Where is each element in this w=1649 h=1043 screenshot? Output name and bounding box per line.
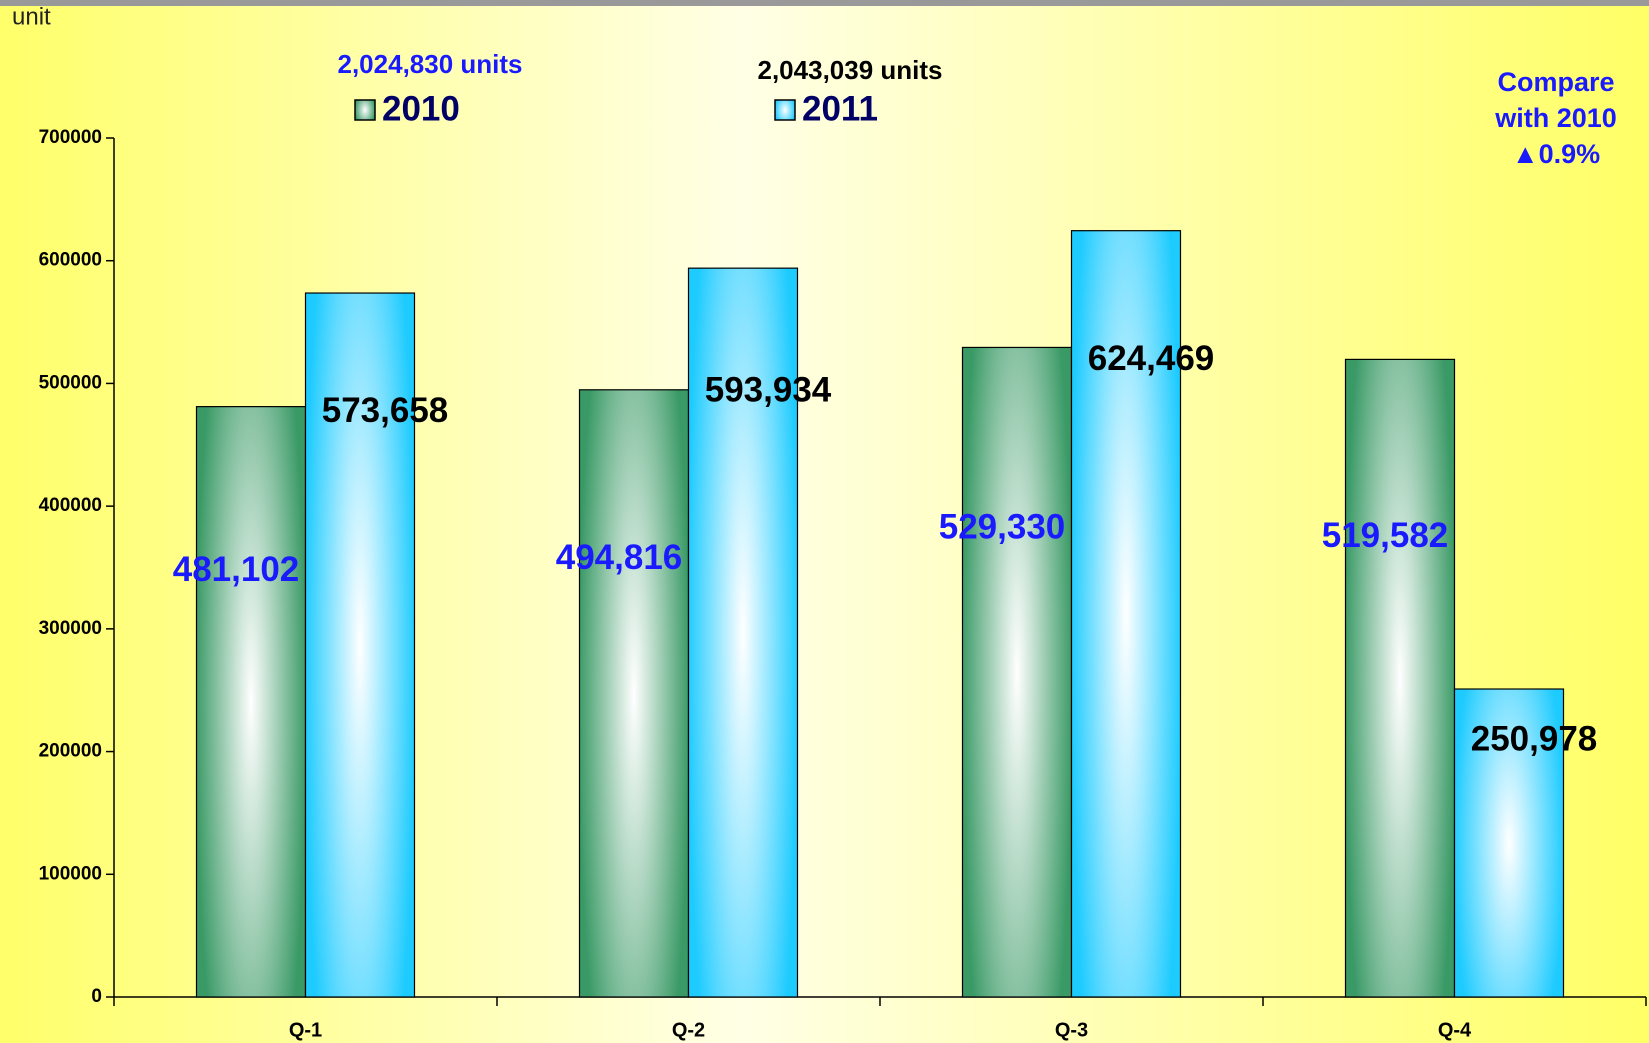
y-tick-label: 300000 (39, 618, 102, 639)
bar (195, 406, 307, 998)
legend-label: 2011 (802, 89, 878, 128)
legend-label: 2010 (382, 89, 460, 128)
data-label: 481,102 (173, 550, 300, 589)
data-label: 573,658 (322, 391, 449, 430)
x-tick-label: Q-1 (289, 1019, 322, 1041)
y-tick-label: 200000 (39, 741, 102, 762)
y-tick-label: 700000 (39, 127, 102, 148)
bar (961, 346, 1073, 998)
data-label: 250,978 (1471, 720, 1598, 759)
y-tick-label: 400000 (39, 495, 102, 516)
legend-swatch (774, 99, 796, 121)
x-tick-label: Q-4 (1438, 1019, 1472, 1041)
y-tick-label: 0 (91, 986, 102, 1007)
annotation: with 2010 (1494, 103, 1617, 133)
bar (1453, 688, 1565, 998)
data-label: 494,816 (556, 538, 683, 577)
data-label: 624,469 (1088, 339, 1215, 378)
y-tick-label: 600000 (39, 250, 102, 271)
data-label: 519,582 (1322, 516, 1449, 555)
annotation: ▲0.9% (1512, 139, 1600, 169)
annotation: Compare (1497, 67, 1614, 97)
bar (1070, 230, 1182, 998)
legend-total: 2,024,830 units (338, 49, 523, 79)
x-tick-label: Q-2 (672, 1019, 705, 1041)
bar (1344, 358, 1456, 998)
bar (304, 292, 416, 998)
legend-total: 2,043,039 units (758, 55, 943, 85)
y-tick-label: 100000 (39, 863, 102, 884)
bar (687, 267, 799, 998)
data-label: 593,934 (705, 370, 832, 409)
y-axis-label: unit (12, 3, 51, 30)
legend: 2,024,830 units 2010 2,043,039 units 2011 (338, 49, 943, 128)
top-strip (0, 0, 1649, 6)
x-tick-label: Q-3 (1055, 1019, 1088, 1041)
y-tick-label: 500000 (39, 372, 102, 393)
bar (578, 389, 690, 998)
legend-swatch (354, 99, 376, 121)
data-label: 529,330 (939, 508, 1066, 547)
